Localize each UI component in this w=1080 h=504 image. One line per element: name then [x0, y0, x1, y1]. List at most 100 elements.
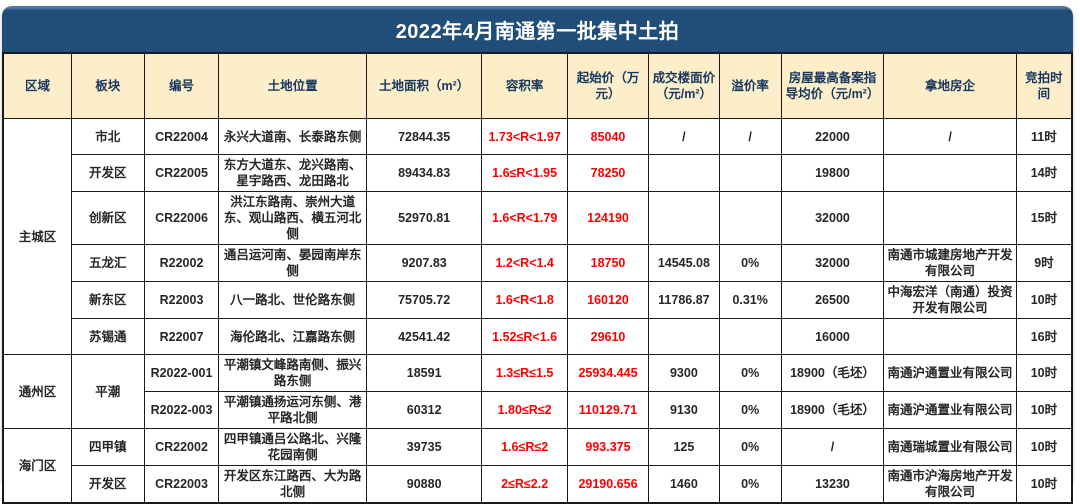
cell-plate-row10: 开发区 [70, 465, 145, 504]
cell-developer-row2 [883, 154, 1017, 192]
cell-code-row10: CR22003 [143, 465, 220, 504]
cell-floor_price-row8: 9130 [648, 391, 720, 429]
cell-floor_price-row4: 14545.08 [648, 244, 720, 282]
cell-area-row2: 89434.83 [365, 154, 483, 192]
land-auction-table-card: 2022年4月南通第一批集中土拍 区域 板块 编号 土地位置 土地面积（m²） 容积率 起始… [2, 6, 1073, 504]
table-row: 海门区 四甲镇 CR22002 四甲镇通吕公路北、兴隆花园南侧 39735 1.6≤R≤2… [2, 428, 1073, 504]
cell-far-row4: 1.2<R<1.4 [481, 244, 568, 282]
land-auction-table: 区域 板块 编号 土地位置 土地面积（m²） 容积率 起始价（万元） 成交楼面价（元/m²）溢… [2, 52, 1073, 504]
cell-time-row2: 14时 [1015, 154, 1073, 192]
cell-developer-row8: 南通沪通置业有限公司 [883, 391, 1017, 429]
cell-far-row7: 1.3≤R≤1.5 [481, 354, 568, 392]
cell-start_price-row1: 85040 [566, 118, 650, 155]
cell-location-row6: 海伦路北、江嘉路东侧 [218, 318, 367, 355]
cell-start_price-row9: 993.375 [566, 428, 650, 466]
cell-far-row8: 1.80≤R≤2 [481, 391, 568, 429]
cell-location-row7: 平潮镇文峰路南侧、振兴路东侧 [218, 354, 367, 392]
column-header-developer: 拿地房企 [883, 52, 1017, 119]
cell-developer-row7: 南通沪通置业有限公司 [883, 354, 1017, 392]
table-row: 五龙汇 R22002 通吕运河南、晏园南岸东侧 9207.83 1.2<R<1.4 187… [3, 244, 1073, 282]
cell-plate-row4: 五龙汇 [70, 244, 145, 282]
cell-location-row10: 开发区东江路西、大为路北侧 [218, 465, 367, 504]
cell-time-row1: 11时 [1015, 118, 1073, 155]
column-header-floor_price: 成交楼面价（元/m²） [648, 52, 720, 119]
table-row: 开发区 CR22005 东方大道东、龙兴路南、星宇路西、龙田路北 89434.83 1.… [3, 154, 1073, 192]
cell-floor_price-row7: 9300 [648, 354, 720, 392]
cell-plate-row1: 市北 [70, 118, 145, 155]
cell-developer-row1: / [883, 118, 1017, 155]
cell-area-row8: 60312 [365, 391, 483, 429]
cell-guide_price-row7: 18900（毛坯） [780, 354, 885, 392]
cell-guide_price-row10: 13230 [780, 465, 885, 504]
column-header-region: 区域 [2, 52, 72, 119]
cell-premium-row7: 0% [718, 354, 782, 392]
cell-area-row3: 52970.81 [365, 191, 483, 245]
column-header-area: 土地面积（m²） [365, 52, 483, 119]
cell-plate-row9: 四甲镇 [70, 428, 145, 466]
cell-code-row3: CR22006 [143, 191, 220, 245]
cell-far-row3: 1.6<R<1.79 [481, 191, 568, 245]
cell-premium-row10: 0% [718, 465, 782, 504]
table-row: 主城区 市北 CR22004 永兴大道南、长泰路东侧 72844.35 1.73<R<1.… [2, 118, 1073, 355]
cell-guide_price-row6: 16000 [780, 318, 885, 355]
cell-start_price-row6: 29610 [566, 318, 650, 355]
cell-guide_price-row3: 32000 [780, 191, 885, 245]
cell-plate-row5: 新东区 [70, 281, 145, 319]
cell-code-row6: R22007 [143, 318, 220, 355]
cell-region-row1: 主城区 [2, 118, 72, 355]
cell-far-row6: 1.52≤R<1.6 [481, 318, 568, 355]
cell-premium-row2 [718, 154, 782, 192]
cell-time-row3: 15时 [1015, 191, 1073, 245]
cell-floor_price-row3 [648, 191, 720, 245]
table-header: 区域 板块 编号 土地位置 土地面积（m²） 容积率 起始价（万元） 成交楼面价（元/m²）溢… [2, 52, 1073, 119]
title-bar: 2022年4月南通第一批集中土拍 [2, 6, 1073, 52]
cell-guide_price-row4: 32000 [780, 244, 885, 282]
cell-start_price-row4: 18750 [566, 244, 650, 282]
cell-far-row1: 1.73<R<1.97 [481, 118, 568, 155]
cell-location-row1: 永兴大道南、长泰路东侧 [218, 118, 367, 155]
cell-developer-row9: 南通瑞城置业有限公司 [883, 428, 1017, 466]
cell-plate-row6: 苏锡通 [70, 318, 145, 355]
table-body: 主城区 市北 CR22004 永兴大道南、长泰路东侧 72844.35 1.73<R<1.… [2, 118, 1073, 504]
cell-floor_price-row5: 11786.87 [648, 281, 720, 319]
cell-floor_price-row1: / [648, 118, 720, 155]
cell-area-row5: 75705.72 [365, 281, 483, 319]
cell-location-row5: 八一路北、世伦路东侧 [218, 281, 367, 319]
cell-far-row5: 1.6<R<1.8 [481, 281, 568, 319]
cell-time-row7: 10时 [1015, 354, 1073, 392]
cell-start_price-row8: 110129.71 [566, 391, 650, 429]
cell-location-row2: 东方大道东、龙兴路南、星宇路西、龙田路北 [218, 154, 367, 192]
cell-area-row4: 9207.83 [365, 244, 483, 282]
cell-code-row9: CR22002 [143, 428, 220, 466]
cell-location-row3: 洪江东路南、崇州大道东、观山路西、横五河北侧 [218, 191, 367, 245]
table-row: 苏锡通 R22007 海伦路北、江嘉路东侧 42541.42 1.52≤R<1.6 296… [3, 318, 1073, 355]
cell-plate-row3: 创新区 [70, 191, 145, 245]
cell-premium-row1: / [718, 118, 782, 155]
cell-time-row5: 10时 [1015, 281, 1073, 319]
table-row: 新东区 R22003 八一路北、世伦路东侧 75705.72 1.6<R<1.8 1601… [3, 281, 1073, 319]
cell-floor_price-row10: 1460 [648, 465, 720, 504]
table-row: 通州区 平潮 R2022-001 平潮镇文峰路南侧、振兴路东侧 18591 1.3≤R≤1… [2, 354, 1073, 429]
cell-time-row6: 16时 [1015, 318, 1073, 355]
cell-start_price-row2: 78250 [566, 154, 650, 192]
cell-guide_price-row5: 26500 [780, 281, 885, 319]
cell-developer-row3 [883, 191, 1017, 245]
cell-time-row9: 10时 [1015, 428, 1073, 466]
cell-code-row4: R22002 [143, 244, 220, 282]
cell-area-row9: 39735 [365, 428, 483, 466]
table-row: R2022-003 平潮镇通扬运河东侧、港平路北侧 60312 1.80≤R≤2 110… [3, 391, 1073, 429]
column-header-guide_price: 房屋最高备案指导均价（元/m²） [780, 52, 885, 119]
cell-premium-row3 [718, 191, 782, 245]
cell-guide_price-row9: / [780, 428, 885, 466]
column-header-far: 容积率 [481, 52, 568, 119]
cell-floor_price-row9: 125 [648, 428, 720, 466]
column-header-premium: 溢价率 [718, 52, 782, 119]
cell-location-row8: 平潮镇通扬运河东侧、港平路北侧 [218, 391, 367, 429]
cell-developer-row10: 南通市沪海房地产开发有限公司 [883, 465, 1017, 504]
cell-developer-row5: 中海宏洋（南通）投资开发有限公司 [883, 281, 1017, 319]
cell-guide_price-row1: 22000 [780, 118, 885, 155]
page-title: 2022年4月南通第一批集中土拍 [395, 20, 680, 43]
cell-guide_price-row2: 19800 [780, 154, 885, 192]
cell-time-row10: 10时 [1015, 465, 1073, 504]
cell-premium-row5: 0.31% [718, 281, 782, 319]
